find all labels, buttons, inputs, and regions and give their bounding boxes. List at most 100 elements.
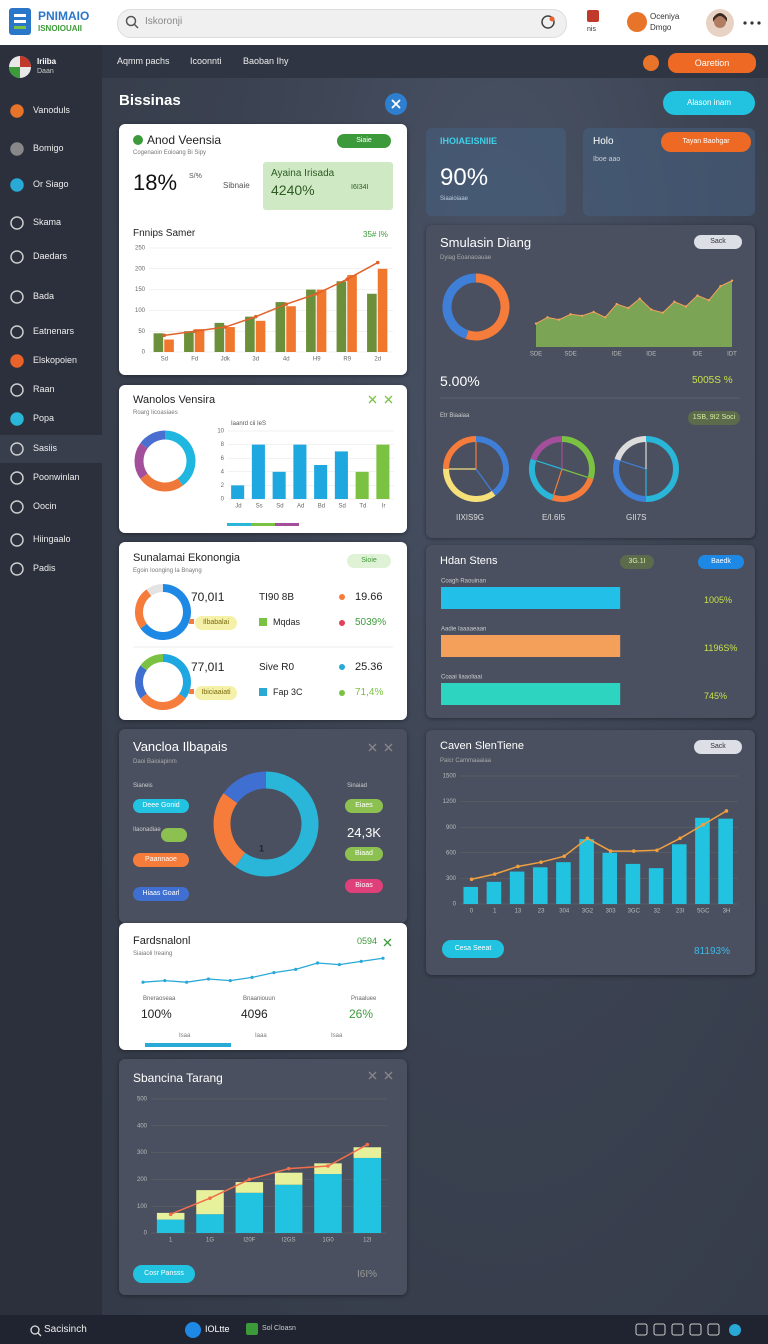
donut-segment (645, 436, 679, 502)
button[interactable]: Baedk (698, 555, 744, 569)
donut-segment (135, 665, 147, 699)
x-tick-label: 1G0 (322, 1238, 334, 1244)
button[interactable]: Sack (694, 740, 742, 754)
line-point (314, 291, 319, 296)
nav-item[interactable]: Hiingaalo (33, 534, 71, 544)
label: Isaa (179, 1033, 191, 1039)
area (536, 280, 732, 347)
nav-item[interactable]: Daedars (33, 251, 68, 261)
label: Iskoronji (145, 16, 183, 27)
nav-item[interactable]: Popa (33, 413, 55, 423)
line-point (638, 297, 641, 300)
dot (757, 21, 761, 25)
card: Caven SlenTiene Paicr Cammaaaiaa Sack 0 300 6… (426, 730, 755, 975)
nav-link[interactable]: Baoban Ihy (243, 56, 289, 66)
label: PNIMAIO (38, 9, 90, 23)
search-icon (125, 15, 139, 29)
bar-label: Coagh Raouinan (441, 579, 486, 585)
nav-item[interactable]: Padis (33, 563, 56, 573)
label: Smulasin Diang (440, 235, 532, 250)
nav-item[interactable]: Skama (33, 217, 62, 227)
label: Sianeis (133, 783, 153, 789)
nav-item[interactable]: Bomigo (33, 143, 64, 153)
line (142, 957, 384, 983)
nav-item[interactable]: Poonwinlan (33, 472, 80, 482)
donut-segment (475, 436, 509, 496)
legend-strip (227, 523, 299, 526)
nav-item[interactable]: Eatnenars (33, 326, 75, 336)
label: Vancloa Ilbapais (133, 739, 228, 754)
button (161, 828, 187, 842)
app-icon (246, 1323, 258, 1335)
icon (20, 56, 31, 67)
nav-item[interactable]: Or Siago (33, 179, 69, 189)
line-point (272, 971, 276, 975)
label: Cogenaoin Eoioang Bi Sipy (133, 150, 207, 156)
x-tick-label: Ad (297, 504, 304, 510)
nav-item[interactable]: Elskopoien (33, 355, 78, 365)
button[interactable]: Tayan Baohgar (661, 132, 751, 152)
line-point (678, 836, 682, 841)
label: 4096 (241, 1007, 268, 1021)
nav-item[interactable]: Vanoduls (33, 105, 70, 115)
icons (368, 1071, 393, 1080)
x-tick-label: 1 (169, 1238, 173, 1244)
button[interactable]: Cosr Pansss (133, 1265, 195, 1283)
nav-item[interactable]: Oocin (33, 501, 57, 511)
bar-label: Aadie Iaaaaeaan (441, 627, 486, 633)
x-tick-label: 5GC (697, 909, 710, 915)
button[interactable]: Cesa Seeat (442, 940, 504, 958)
y-tick-label: 100 (135, 308, 146, 314)
dot (339, 690, 345, 696)
line-point (580, 314, 584, 317)
donut-segment (443, 468, 496, 502)
icons (368, 395, 393, 404)
icon (133, 23, 139, 29)
icon (133, 135, 143, 145)
strip (251, 523, 275, 526)
chart: Coagh Raouinan Aadie Iaaaaeaan Coaai Iiaao… (441, 579, 621, 705)
bar (334, 451, 348, 499)
dot (743, 21, 747, 25)
x-tick-label: 12I (363, 1238, 372, 1244)
icon (10, 354, 24, 368)
label: 1005% (704, 595, 733, 605)
close-button[interactable] (384, 92, 408, 116)
label: Caven SlenTiene (440, 740, 524, 752)
button[interactable]: Sack (694, 235, 742, 249)
label: Daoi Baioiapinm (133, 759, 177, 765)
nav-item[interactable]: Raan (33, 384, 55, 394)
label: Pnaaluee (351, 996, 377, 1002)
icon (368, 1071, 393, 1080)
nav-item[interactable]: Bada (33, 291, 55, 301)
bar (579, 839, 594, 904)
legend-swatch (259, 618, 267, 626)
bar (353, 1157, 382, 1233)
search-box[interactable] (117, 9, 567, 38)
nav-link[interactable]: Icoonnti (190, 56, 222, 66)
dot (339, 664, 345, 670)
x-tick-label: 2d (374, 357, 381, 363)
line-point (162, 333, 167, 338)
x-tick-label: 303 (606, 909, 617, 915)
label: Iaaa (255, 1033, 267, 1039)
nav-icon (10, 325, 24, 339)
line-point (696, 294, 699, 297)
button[interactable]: Oaretion (668, 53, 756, 73)
nav-link[interactable]: Aqmm pachs (117, 56, 170, 66)
button: Sioie (347, 554, 391, 568)
label: Bissinas (119, 92, 181, 109)
bar (153, 333, 164, 352)
nav-item[interactable]: Sasiis (33, 443, 58, 453)
y-tick-label: 100 (137, 1204, 148, 1210)
top-bar: PNIMAIO ISNOIOUAII Iskoronji nis Oceniya Dmgo (0, 0, 768, 45)
bar (377, 268, 388, 352)
chart: 0 50 100 150 200 250 Sd Fd Jdk 3d 4d H9 R9 2d (135, 246, 393, 363)
donut-segment (134, 443, 148, 479)
nav-icon (10, 178, 24, 192)
icon (368, 395, 393, 404)
bar (625, 863, 641, 904)
x-tick-label: SDE (530, 352, 542, 358)
button[interactable]: Alason inam (663, 91, 755, 115)
bar (671, 844, 687, 904)
